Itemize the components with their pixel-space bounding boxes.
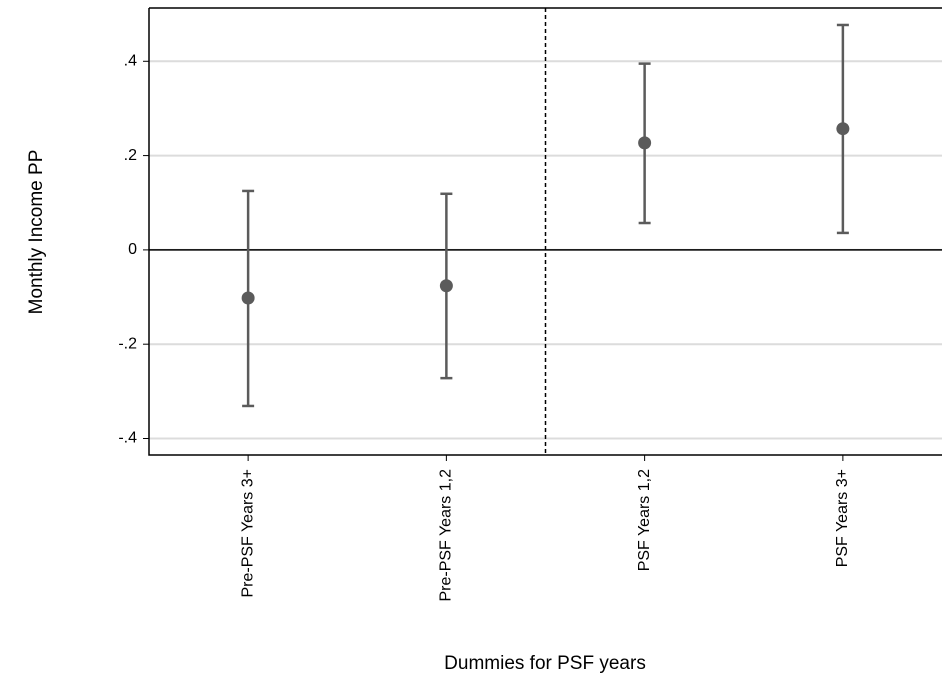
y-axis-title: Monthly Income PP — [26, 150, 47, 315]
y-tick-label: 0 — [128, 241, 137, 258]
point — [439, 279, 453, 293]
x-tick-label: Pre-PSF Years 3+ — [239, 469, 256, 598]
y-tick-label: -.4 — [118, 430, 137, 447]
point — [638, 136, 652, 150]
x-axis-title: Dummies for PSF years — [444, 653, 646, 674]
y-tick-label: .4 — [124, 53, 137, 70]
x-tick-label: PSF Years 3+ — [834, 469, 851, 567]
x-tick-label: PSF Years 1,2 — [636, 469, 653, 571]
x-tick-label: Pre-PSF Years 1,2 — [438, 469, 455, 602]
point — [836, 122, 850, 136]
y-tick-label: .2 — [124, 147, 137, 164]
y-tick-label: -.2 — [118, 335, 137, 352]
axis-frame — [148, 7, 942, 456]
point — [241, 291, 255, 305]
